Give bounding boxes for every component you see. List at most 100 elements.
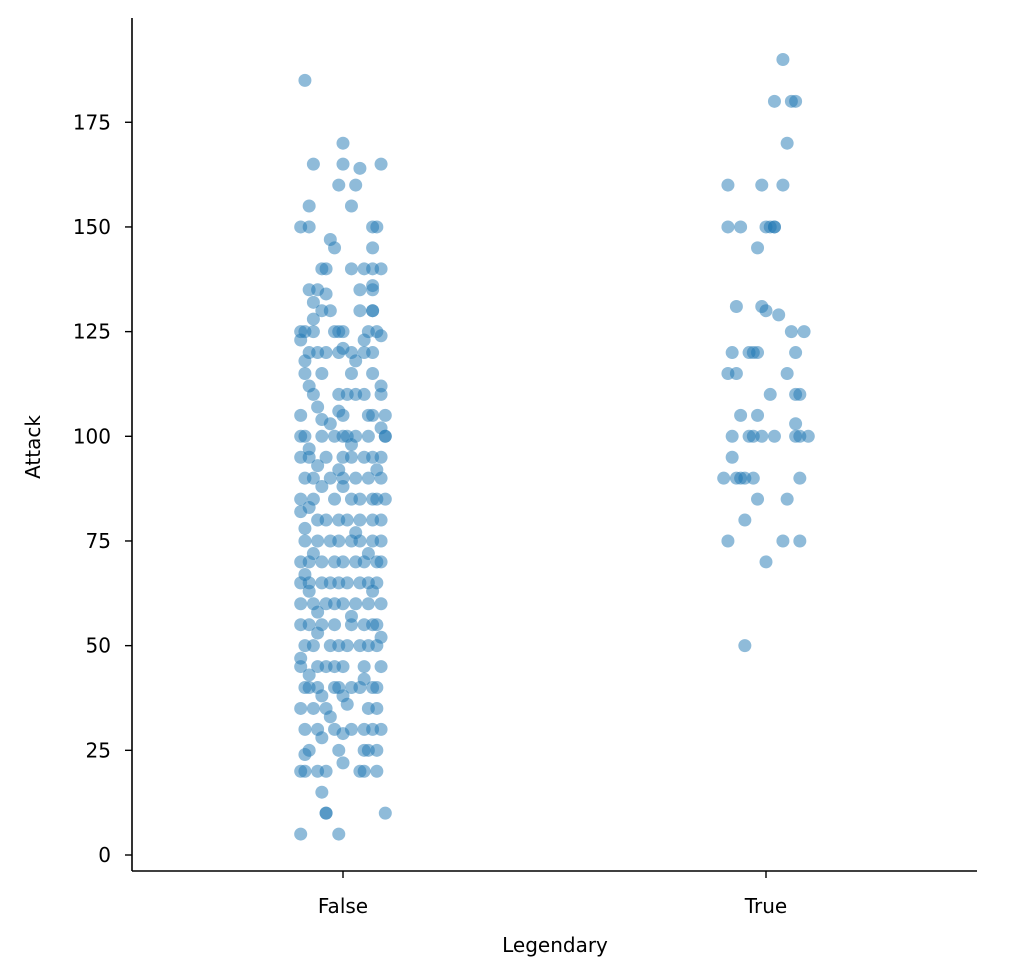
data-point-false [353, 681, 367, 695]
data-point-false [374, 513, 388, 527]
data-point-false [370, 639, 384, 653]
data-point-false [374, 555, 388, 569]
data-point-false [302, 555, 316, 569]
data-point-false [311, 400, 325, 414]
data-point-false [302, 584, 316, 598]
data-point-false [332, 178, 346, 192]
y-axis: 0 25 50 75 100 125 150 175 [73, 18, 133, 871]
data-point-true [725, 450, 739, 464]
data-point-false [306, 387, 320, 401]
data-point-false [340, 513, 354, 527]
data-point-false [361, 429, 375, 443]
data-point-false [336, 597, 350, 611]
data-point-false [344, 618, 358, 632]
data-point-false [315, 366, 329, 380]
data-point-false [374, 262, 388, 276]
data-point-false [319, 806, 333, 820]
data-point-false [370, 701, 384, 715]
data-point-true [784, 325, 798, 339]
data-point-true [780, 136, 794, 150]
data-point-false [294, 597, 308, 611]
data-point-false [340, 576, 354, 590]
data-point-false [353, 492, 367, 506]
y-ticks: 0 25 50 75 100 125 150 175 [73, 110, 132, 867]
data-point-false [311, 534, 325, 548]
data-point-true [767, 94, 781, 108]
data-point-false [336, 727, 350, 741]
data-point-false [298, 764, 312, 778]
data-point-false [336, 408, 350, 422]
data-point-true [725, 429, 739, 443]
data-point-false [298, 534, 312, 548]
data-point-false [306, 157, 320, 171]
data-point-false [344, 438, 358, 452]
data-point-false [336, 555, 350, 569]
data-point-true [759, 555, 773, 569]
y-tick-label: 75 [86, 529, 111, 553]
data-point-false [332, 827, 346, 841]
data-point-false [340, 639, 354, 653]
data-point-true [793, 534, 807, 548]
data-point-false [319, 262, 333, 276]
data-point-false [349, 178, 363, 192]
data-point-false [366, 346, 380, 360]
data-point-false [361, 597, 375, 611]
data-point-false [298, 748, 312, 762]
data-point-false [306, 639, 320, 653]
data-point-false [328, 618, 342, 632]
data-point-true [776, 52, 790, 66]
y-tick-label: 100 [73, 424, 111, 448]
data-point-false [302, 450, 316, 464]
data-point-false [319, 450, 333, 464]
data-point-false [294, 492, 308, 506]
data-point-true [729, 300, 743, 314]
data-point-false [378, 806, 392, 820]
data-point-false [361, 471, 375, 485]
data-point-false [328, 492, 342, 506]
data-point-true [738, 513, 752, 527]
data-point-true [734, 408, 748, 422]
data-point-false [336, 136, 350, 150]
data-point-false [336, 325, 350, 339]
data-point-false [306, 325, 320, 339]
data-point-false [357, 333, 371, 347]
data-point-false [366, 304, 380, 318]
data-point-false [315, 785, 329, 799]
data-point-false [315, 480, 329, 494]
data-point-false [353, 161, 367, 175]
data-point-true [793, 471, 807, 485]
data-point-false [370, 743, 384, 757]
data-point-true [789, 417, 803, 431]
data-point-true [751, 492, 765, 506]
data-point-true [793, 387, 807, 401]
data-point-false [378, 429, 392, 443]
data-point-false [298, 73, 312, 87]
data-point-false [294, 660, 308, 674]
y-tick-label: 0 [98, 843, 111, 867]
data-point-false [319, 346, 333, 360]
data-point-true [767, 429, 781, 443]
data-point-false [328, 241, 342, 255]
data-point-false [366, 366, 380, 380]
data-point-true [746, 471, 760, 485]
data-point-false [374, 534, 388, 548]
y-tick-label: 125 [73, 320, 111, 344]
data-point-false [306, 701, 320, 715]
data-point-true [721, 220, 735, 234]
data-point-true [759, 304, 773, 318]
data-point-true [721, 534, 735, 548]
data-point-false [374, 722, 388, 736]
data-point-false [340, 697, 354, 711]
data-point-false [294, 701, 308, 715]
data-point-false [374, 471, 388, 485]
data-point-false [315, 731, 329, 745]
data-point-false [298, 354, 312, 368]
data-point-true [755, 178, 769, 192]
data-point-false [306, 295, 320, 309]
data-point-false [374, 450, 388, 464]
data-point-false [349, 471, 363, 485]
data-point-false [323, 471, 337, 485]
data-point-false [374, 329, 388, 343]
data-point-true [801, 429, 815, 443]
data-point-true [772, 308, 786, 322]
